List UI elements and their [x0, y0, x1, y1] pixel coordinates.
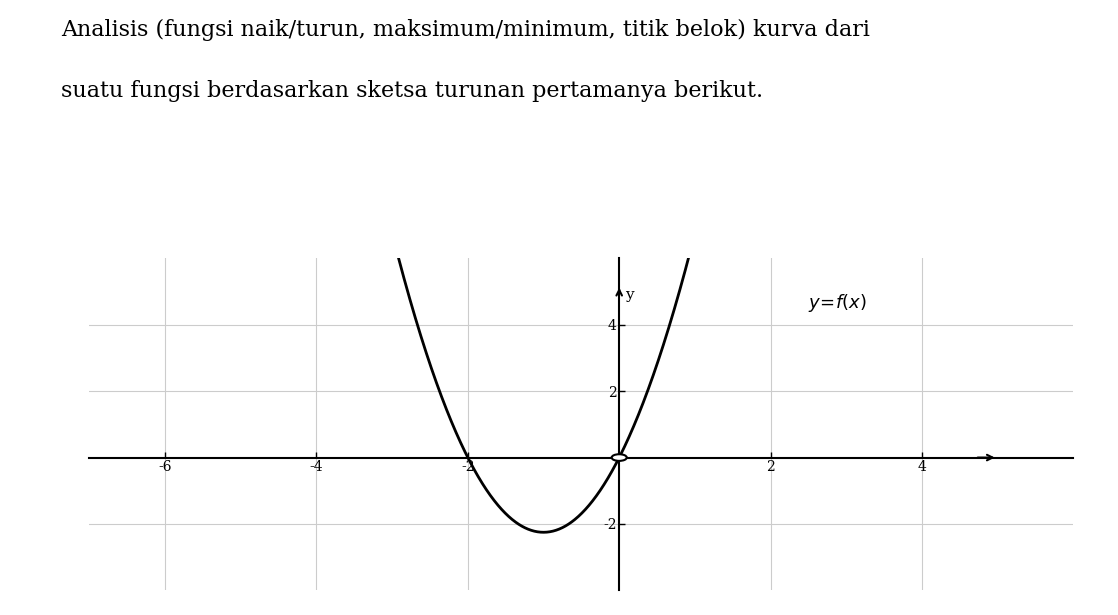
Text: suatu fungsi berdasarkan sketsa turunan pertamanya berikut.: suatu fungsi berdasarkan sketsa turunan …: [61, 80, 764, 102]
Text: $y\!=\!f(x)$: $y\!=\!f(x)$: [808, 292, 868, 314]
Circle shape: [612, 454, 627, 461]
Text: y: y: [625, 288, 634, 302]
Text: Analisis (fungsi naik/turun, maksimum/minimum, titik belok) kurva dari: Analisis (fungsi naik/turun, maksimum/mi…: [61, 18, 871, 41]
